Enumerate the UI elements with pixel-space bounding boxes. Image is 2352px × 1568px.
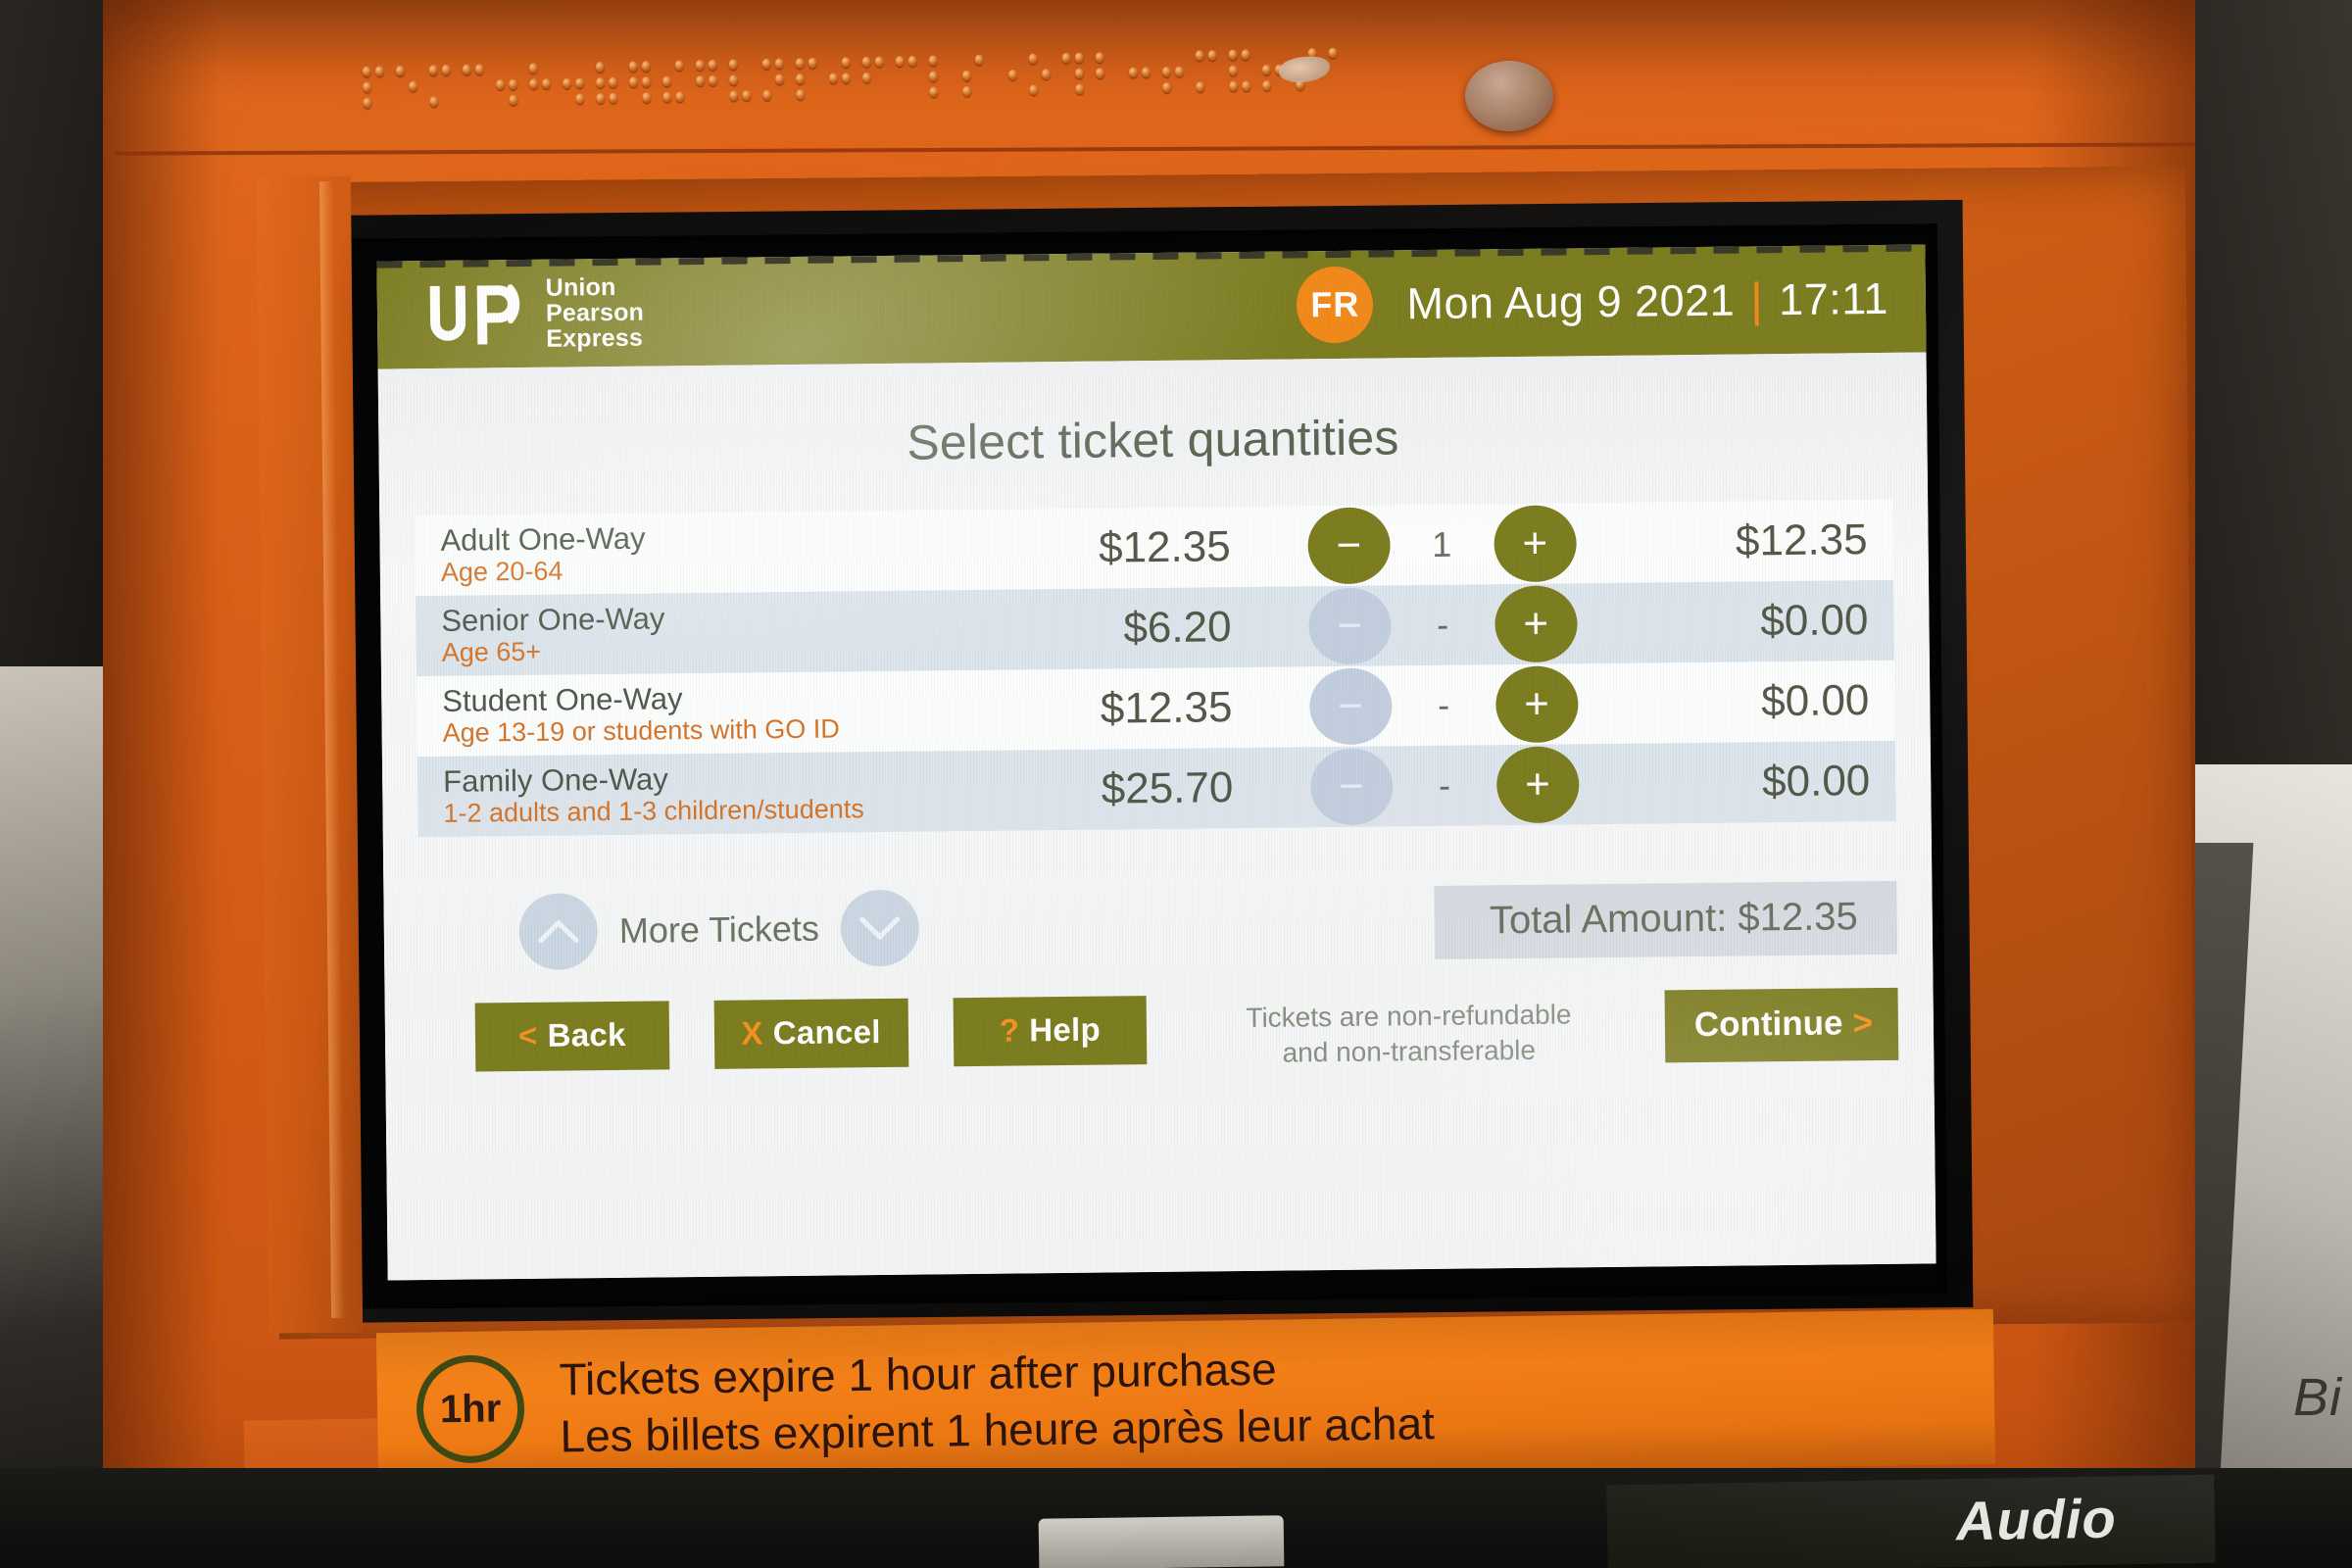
kiosk-left-shading: [103, 0, 220, 1480]
footer-actions: < Back X Cancel ? Help Tickets are non-refu…: [420, 988, 1899, 1080]
increment-button[interactable]: +: [1494, 505, 1577, 582]
ticket-type-eligibility: Age 13-19 or students with GO ID: [442, 711, 993, 748]
more-tickets-label: More Tickets: [619, 908, 819, 952]
increment-button[interactable]: +: [1494, 585, 1578, 662]
kiosk-left-strut: [257, 176, 363, 1334]
ticket-type-cell: Student One-Way Age 13-19 or students wi…: [416, 678, 993, 748]
header-date-time-separator: |: [1750, 273, 1764, 327]
quantity-value: 1: [1390, 523, 1494, 565]
header-time: 17:11: [1779, 273, 1888, 325]
question-mark-icon: ?: [1000, 1012, 1020, 1049]
quantity-value: -: [1392, 684, 1495, 726]
header-datetime: Mon Aug 9 2021 | 17:11: [1406, 271, 1888, 330]
ticket-unit-price: $6.20: [992, 603, 1251, 655]
expiry-sign-text: Tickets expire 1 hour after purchase Les…: [559, 1338, 1435, 1464]
cancel-button[interactable]: X Cancel: [713, 999, 908, 1069]
ticket-type-eligibility: 1-2 adults and 1-3 children/students: [443, 792, 994, 828]
ticket-line-total: $0.00: [1635, 676, 1894, 728]
logo-line-express: Express: [546, 325, 644, 352]
chevron-up-icon[interactable]: [518, 893, 598, 970]
up-logo-wordmark: Union Pearson Express: [546, 274, 645, 352]
ticket-quantity-table: Adult One-Way Age 20-64 $12.35 − 1 + $12…: [415, 500, 1895, 837]
cancel-button-label: Cancel: [773, 1013, 881, 1051]
decrement-button: −: [1310, 748, 1394, 825]
ticket-type-cell: Family One-Way 1-2 adults and 1-3 childr…: [417, 759, 994, 828]
table-row[interactable]: Family One-Way 1-2 adults and 1-3 childr…: [417, 741, 1896, 837]
card-reader-slot[interactable]: [1039, 1515, 1285, 1568]
app-main-body: Select ticket quantities Adult One-Way A…: [378, 352, 1936, 1280]
kiosk-photo-scene: Bi Union: [0, 0, 2352, 1568]
quantity-stepper: − 1 +: [1250, 505, 1634, 585]
ticket-type-eligibility: Age 65+: [442, 631, 993, 667]
audio-jack-panel[interactable]: [1606, 1475, 2215, 1568]
close-icon: X: [741, 1014, 763, 1051]
forward-arrow-icon: >: [1852, 1004, 1873, 1042]
ticket-type-cell: Adult One-Way Age 20-64: [415, 517, 991, 587]
increment-button[interactable]: +: [1495, 665, 1579, 743]
touchscreen-display[interactable]: Union Pearson Express FR Mon Aug 9 2021 …: [376, 244, 1936, 1280]
decrement-button: −: [1309, 667, 1393, 745]
expiry-text-french: Les billets expirent 1 heure après leur …: [560, 1395, 1435, 1464]
back-arrow-icon: <: [518, 1017, 538, 1054]
ticket-type-cell: Senior One-Way Age 65+: [416, 598, 992, 667]
one-hour-icon: 1hr: [416, 1354, 525, 1464]
help-button-label: Help: [1029, 1011, 1101, 1049]
disclaimer-line-2: and non-transferable: [1192, 1032, 1626, 1072]
refund-disclaimer: Tickets are non-refundable and non-trans…: [1192, 991, 1626, 1072]
chevron-down-icon[interactable]: [840, 890, 919, 967]
header-date: Mon Aug 9 2021: [1406, 275, 1735, 330]
page-title: Select ticket quantities: [378, 352, 1929, 515]
kiosk-screw-boss: [1465, 61, 1553, 131]
ticket-line-total: $12.35: [1634, 515, 1893, 567]
decrement-button: −: [1308, 587, 1392, 664]
ticket-line-total: $0.00: [1635, 596, 1894, 648]
help-button[interactable]: ? Help: [953, 996, 1148, 1066]
back-button-label: Back: [547, 1016, 625, 1054]
adjacent-sign-text: Bi: [2293, 1367, 2342, 1428]
total-amount: Total Amount: $12.35: [1435, 880, 1898, 958]
header-right-group: FR Mon Aug 9 2021 | 17:11: [1297, 261, 1888, 344]
ticket-unit-price: $25.70: [994, 763, 1253, 815]
continue-button[interactable]: Continue >: [1664, 988, 1898, 1063]
quantity-stepper: − - +: [1250, 585, 1635, 665]
audio-panel-label: Audio: [1956, 1487, 2118, 1553]
ticket-unit-price: $12.35: [993, 683, 1252, 735]
disclaimer-line-1: Tickets are non-refundable: [1192, 997, 1626, 1037]
expiry-info-sign: 1hr Tickets expire 1 hour after purchase…: [376, 1309, 1995, 1488]
quantity-stepper: − - +: [1251, 665, 1636, 746]
ticket-unit-price: $12.35: [991, 522, 1250, 574]
quantity-stepper: − - +: [1252, 746, 1637, 826]
increment-button[interactable]: +: [1496, 746, 1580, 823]
ticket-type-eligibility: Age 20-64: [441, 551, 992, 587]
logo-line-pearson: Pearson: [546, 300, 644, 326]
scroll-and-total-bar: More Tickets Total Amount: $12.35: [418, 872, 1897, 978]
language-toggle-fr[interactable]: FR: [1297, 267, 1374, 344]
continue-button-label: Continue: [1694, 1004, 1843, 1044]
up-logo-icon: [420, 279, 531, 349]
back-button[interactable]: < Back: [475, 1001, 670, 1071]
logo-line-union: Union: [546, 274, 644, 301]
more-tickets-group: More Tickets: [418, 890, 919, 972]
quantity-value: -: [1393, 764, 1496, 807]
quantity-value: -: [1391, 604, 1494, 646]
ticket-line-total: $0.00: [1636, 757, 1895, 808]
up-express-logo: Union Pearson Express: [420, 274, 645, 353]
decrement-button[interactable]: −: [1307, 507, 1391, 584]
